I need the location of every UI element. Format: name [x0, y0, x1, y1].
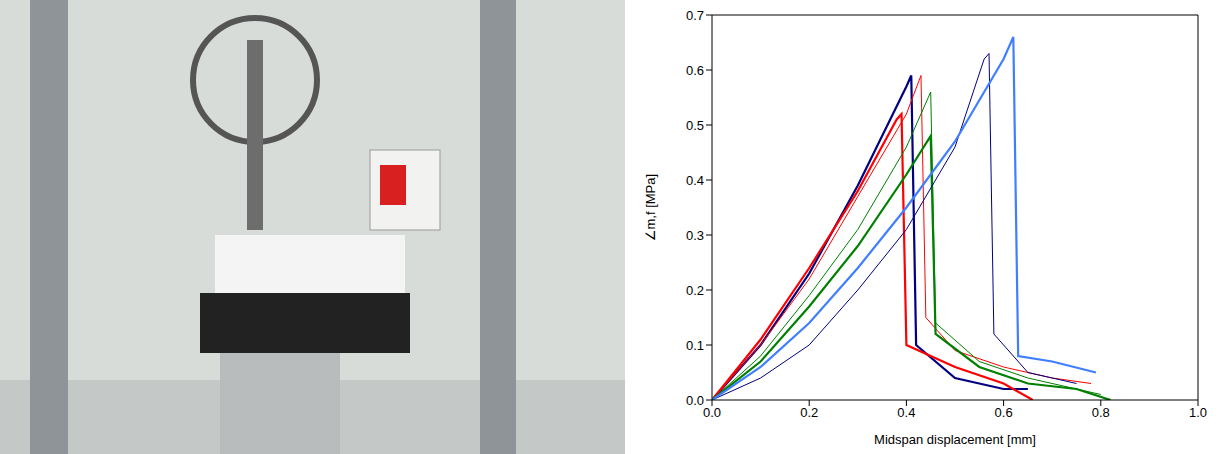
- svg-text:0.6: 0.6: [995, 405, 1013, 420]
- svg-text:0.0: 0.0: [686, 393, 704, 408]
- svg-text:0.4: 0.4: [686, 173, 704, 188]
- svg-text:1.0: 1.0: [1189, 405, 1207, 420]
- svg-text:0.2: 0.2: [800, 405, 818, 420]
- svg-text:0.8: 0.8: [1092, 405, 1110, 420]
- svg-text:0.2: 0.2: [686, 283, 704, 298]
- svg-text:0.6: 0.6: [686, 63, 704, 78]
- svg-text:0.0: 0.0: [703, 405, 721, 420]
- svg-text:0.7: 0.7: [686, 8, 704, 23]
- svg-text:0.1: 0.1: [686, 338, 704, 353]
- svg-text:0.5: 0.5: [686, 118, 704, 133]
- svg-text:0.3: 0.3: [686, 228, 704, 243]
- svg-text:0.4: 0.4: [897, 405, 915, 420]
- svg-text:Midspan displacement [mm]: Midspan displacement [mm]: [874, 432, 1036, 447]
- svg-text:∠m,f [MPa]: ∠m,f [MPa]: [643, 174, 658, 241]
